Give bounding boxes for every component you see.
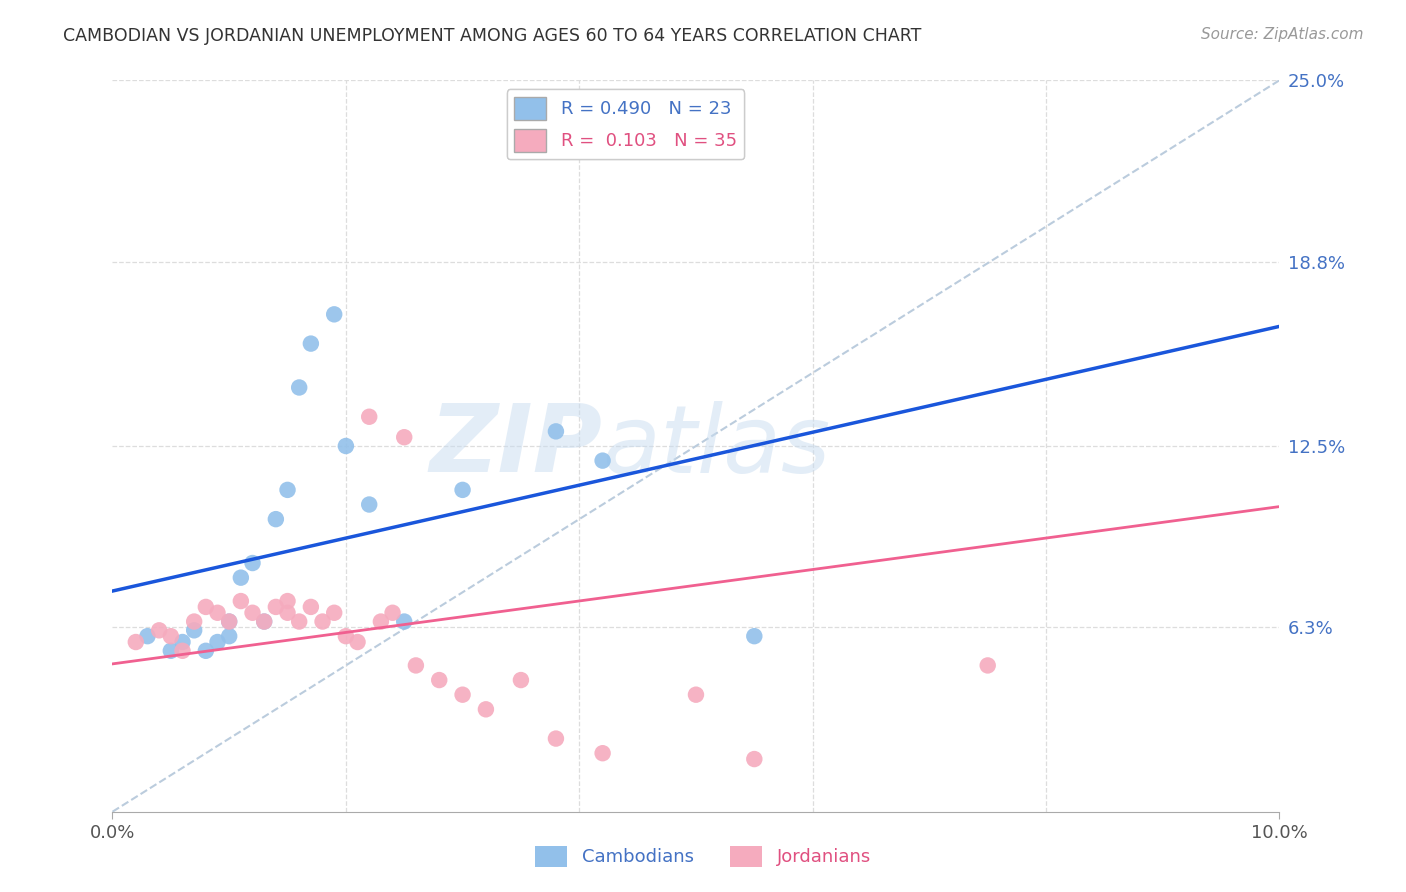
Point [218,629,240,643]
Point [394,615,416,629]
Point [194,599,217,614]
Text: ZIP: ZIP [430,400,603,492]
Point [335,629,357,643]
Point [160,644,183,658]
Point [276,594,298,608]
Point [242,606,264,620]
Legend: Cambodians, Jordanians: Cambodians, Jordanians [527,838,879,874]
Point [592,746,614,760]
Point [335,439,357,453]
Point [405,658,427,673]
Point [394,430,416,444]
Point [288,615,311,629]
Point [299,599,322,614]
Text: Source: ZipAtlas.com: Source: ZipAtlas.com [1201,27,1364,42]
Point [218,615,240,629]
Point [685,688,707,702]
Point [125,635,148,649]
Point [346,635,368,649]
Point [509,673,531,687]
Point [544,731,567,746]
Legend: R = 0.490   N = 23, R =  0.103   N = 35: R = 0.490 N = 23, R = 0.103 N = 35 [506,89,744,159]
Point [207,606,229,620]
Point [253,615,276,629]
Point [427,673,450,687]
Point [148,624,170,638]
Point [976,658,998,673]
Point [276,483,298,497]
Point [299,336,322,351]
Point [742,752,765,766]
Point [323,307,346,321]
Point [264,512,287,526]
Point [381,606,404,620]
Point [194,644,217,658]
Point [172,644,194,658]
Point [592,453,614,467]
Point [359,498,381,512]
Point [218,615,240,629]
Point [742,629,765,643]
Point [207,635,229,649]
Text: atlas: atlas [603,401,831,491]
Point [183,624,205,638]
Point [253,615,276,629]
Point [451,483,474,497]
Point [264,599,287,614]
Point [136,629,159,643]
Point [229,594,252,608]
Point [544,425,567,439]
Point [311,615,333,629]
Point [359,409,381,424]
Point [370,615,392,629]
Point [288,380,311,394]
Point [160,629,183,643]
Point [451,688,474,702]
Point [242,556,264,570]
Point [229,571,252,585]
Point [172,635,194,649]
Point [183,615,205,629]
Point [323,606,346,620]
Point [276,606,298,620]
Text: CAMBODIAN VS JORDANIAN UNEMPLOYMENT AMONG AGES 60 TO 64 YEARS CORRELATION CHART: CAMBODIAN VS JORDANIAN UNEMPLOYMENT AMON… [63,27,922,45]
Point [475,702,498,716]
